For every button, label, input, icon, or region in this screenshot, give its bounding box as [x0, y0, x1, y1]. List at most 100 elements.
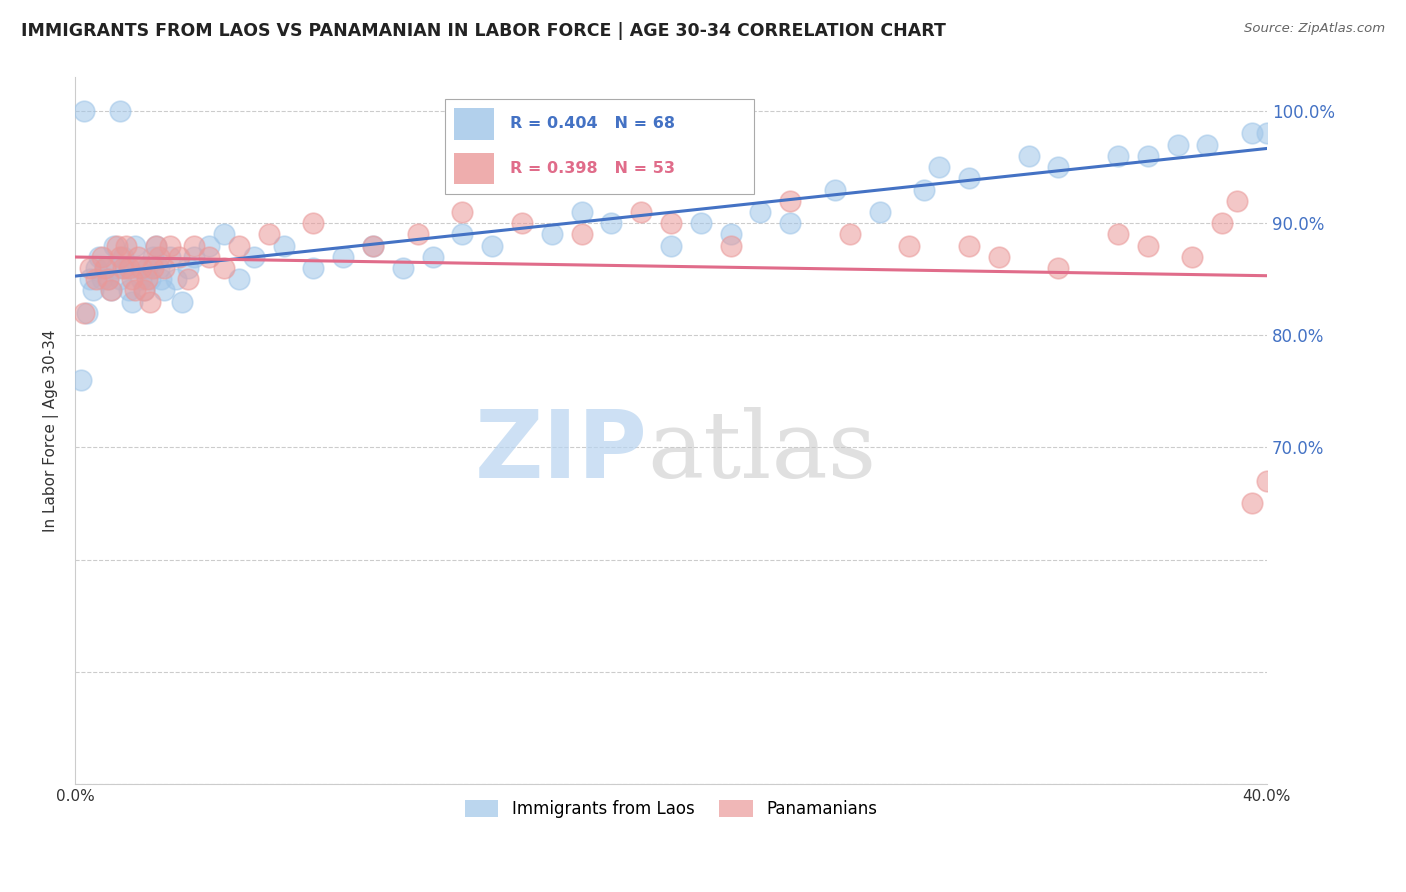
Point [1107, 149, 1129, 163]
Point [138, 294, 160, 309]
Point [571, 227, 593, 242]
Text: atlas: atlas [647, 407, 876, 497]
Point [129, 272, 152, 286]
Point [228, 272, 250, 286]
Point [273, 238, 295, 252]
Point [957, 171, 980, 186]
Point [361, 238, 384, 252]
Point [132, 284, 155, 298]
Text: Source: ZipAtlas.com: Source: ZipAtlas.com [1244, 22, 1385, 36]
Point [1240, 496, 1263, 510]
Point [1256, 474, 1278, 488]
Point [100, 284, 122, 298]
Point [177, 260, 200, 275]
Point [73, 104, 96, 119]
Point [838, 227, 860, 242]
Point [898, 238, 921, 252]
Point [392, 260, 415, 275]
Point [76, 306, 98, 320]
Point [779, 194, 801, 208]
Point [118, 284, 141, 298]
Point [928, 160, 950, 174]
Point [720, 227, 742, 242]
Point [183, 250, 205, 264]
Point [1226, 194, 1249, 208]
Point [121, 272, 143, 286]
Point [142, 260, 165, 275]
Point [481, 238, 503, 252]
Point [127, 250, 149, 264]
Point [1197, 137, 1219, 152]
Point [302, 260, 325, 275]
Point [198, 250, 221, 264]
Point [1256, 127, 1278, 141]
Point [720, 238, 742, 252]
Point [1136, 149, 1159, 163]
Point [869, 205, 891, 219]
Point [94, 260, 117, 275]
Point [659, 216, 682, 230]
Point [957, 238, 980, 252]
Point [159, 238, 181, 252]
Point [159, 250, 181, 264]
Point [121, 294, 143, 309]
Point [90, 272, 112, 286]
Point [73, 306, 96, 320]
Point [111, 260, 134, 275]
Point [135, 272, 157, 286]
Point [228, 238, 250, 252]
Point [183, 238, 205, 252]
Point [243, 250, 266, 264]
Point [114, 260, 136, 275]
Point [332, 250, 354, 264]
Point [148, 260, 170, 275]
Point [97, 272, 120, 286]
Point [127, 260, 149, 275]
Point [153, 284, 176, 298]
Point [132, 284, 155, 298]
Point [510, 216, 533, 230]
Point [1047, 160, 1070, 174]
Point [212, 260, 235, 275]
Point [79, 272, 101, 286]
Point [600, 216, 623, 230]
Point [302, 216, 325, 230]
Point [779, 216, 801, 230]
Point [1166, 137, 1188, 152]
Point [571, 205, 593, 219]
Point [540, 227, 562, 242]
Point [108, 104, 131, 119]
Text: IMMIGRANTS FROM LAOS VS PANAMANIAN IN LABOR FORCE | AGE 30-34 CORRELATION CHART: IMMIGRANTS FROM LAOS VS PANAMANIAN IN LA… [21, 22, 946, 40]
Point [82, 284, 104, 298]
Point [406, 227, 429, 242]
Point [84, 260, 107, 275]
Point [90, 250, 112, 264]
Point [142, 250, 165, 264]
Point [138, 272, 160, 286]
Point [124, 284, 146, 298]
Point [105, 260, 128, 275]
Point [129, 260, 152, 275]
Point [1107, 227, 1129, 242]
Point [100, 284, 122, 298]
Point [177, 272, 200, 286]
Point [153, 260, 176, 275]
Point [118, 260, 141, 275]
Legend: Immigrants from Laos, Panamanians: Immigrants from Laos, Panamanians [458, 793, 884, 825]
Y-axis label: In Labor Force | Age 30-34: In Labor Force | Age 30-34 [44, 329, 59, 532]
Point [630, 205, 652, 219]
Point [912, 183, 935, 197]
Point [212, 227, 235, 242]
Point [749, 205, 772, 219]
Point [114, 238, 136, 252]
Point [361, 238, 384, 252]
Point [1018, 149, 1040, 163]
Point [659, 238, 682, 252]
Point [150, 272, 173, 286]
Point [108, 272, 131, 286]
Point [169, 250, 191, 264]
Point [84, 272, 107, 286]
Point [70, 373, 93, 387]
Point [108, 250, 131, 264]
Point [94, 260, 117, 275]
